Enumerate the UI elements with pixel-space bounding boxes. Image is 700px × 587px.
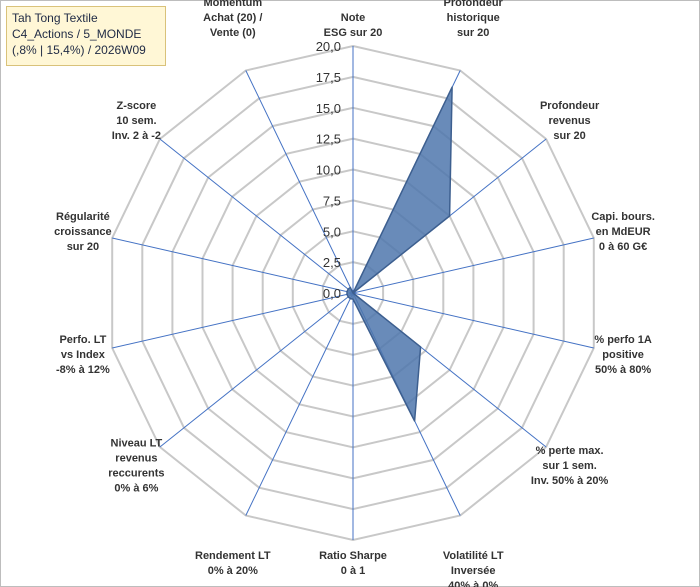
axis-label: Z-score 10 sem. Inv. 2 à -2 [112,100,161,142]
axis-label: Profondeur revenus sur 20 [540,100,600,142]
axis-spoke [112,292,354,349]
axis-spoke [159,138,354,294]
axis-spoke [112,237,354,294]
axis-label: Note ESG sur 20 [324,12,383,39]
axis-spoke [159,292,354,448]
tick-label: 10,0 [316,163,341,178]
axis-spoke [352,292,594,349]
axis-label: Ratio Sharpe 0 à 1 [319,550,387,577]
axis-label: Niveau LT revenus reccurents 0% à 6% [108,438,164,495]
axis-label: Volatilité LT Inversée 40% à 0% [443,550,504,587]
axis-label: % perte max. sur 1 sem. Inv. 50% à 20% [531,445,609,487]
axis-label: Momentum Achat (20) / Vente (0) [203,0,262,39]
axis-label: Rendement LT 0% à 20% [195,550,271,577]
axis-label: Perfo. LT vs Index -8% à 12% [56,334,110,376]
tick-label: 17,5 [316,70,341,85]
company-name: Tah Tong Textile [12,11,98,25]
radar-series [346,86,453,422]
axis-spoke [352,237,594,294]
axis-label: Profondeur historique sur 20 [444,0,504,39]
tick-label: 0,0 [323,286,341,301]
axis-spoke [245,70,354,294]
axis-spoke [245,292,354,516]
tick-label: 2,5 [323,255,341,270]
tick-label: 12,5 [316,132,341,147]
radar-tick-labels: 0,0 2,5 5,0 7,5 10,0 12,5 15,0 17,5 20,0 [316,39,341,301]
tick-label: 7,5 [323,193,341,208]
axis-label: Régularité croissance sur 20 [54,211,111,253]
period-label: (,8% | 15,4%) / 2026W09 [12,43,146,57]
axis-label: Capi. bours. en MdEUR 0 à 60 G€ [591,211,655,253]
info-box: Tah Tong Textile C4_Actions / 5_MONDE (,… [6,6,166,66]
series-area [346,86,453,422]
tick-label: 5,0 [323,224,341,239]
radar-axis-labels: Note ESG sur 20 Profondeur historique sur 20… [54,0,655,587]
tick-label: 20,0 [316,39,341,54]
tick-label: 15,0 [316,101,341,116]
category-label: C4_Actions / 5_MONDE [12,27,142,41]
axis-label: % perfo 1A positive 50% à 80% [594,334,652,376]
